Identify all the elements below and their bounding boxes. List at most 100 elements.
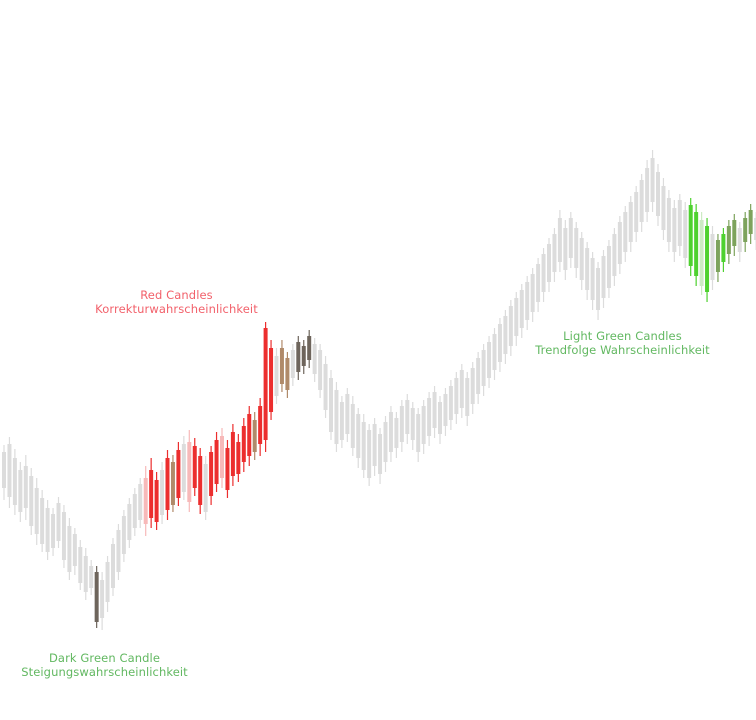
candle-body: [645, 168, 650, 212]
candle-body: [388, 412, 393, 452]
candle-body: [18, 470, 23, 512]
candle-body: [508, 306, 513, 346]
candle-body: [34, 488, 39, 534]
candle-body: [443, 394, 448, 426]
candle-body: [361, 422, 366, 470]
candle-body: [214, 440, 219, 484]
candle-body: [121, 516, 126, 554]
candle-body: [683, 210, 688, 258]
candle-body: [503, 316, 508, 354]
candle-body: [530, 274, 535, 312]
candle-body: [432, 392, 437, 428]
candle-body: [497, 324, 502, 362]
candle-body: [12, 458, 17, 505]
candle-body: [579, 238, 584, 280]
candle-body: [181, 444, 186, 492]
candle-body: [116, 530, 121, 572]
candle-body: [241, 426, 246, 462]
candle-body: [89, 566, 94, 588]
candle-body: [100, 580, 105, 618]
candle-body: [247, 414, 252, 456]
annotation-red-candles: Red Candles Korrekturwahrscheinlichkeit: [64, 288, 289, 316]
candle-body: [688, 205, 693, 266]
candle-body: [192, 446, 197, 488]
candle-body: [399, 406, 404, 442]
candle-body: [378, 434, 383, 474]
candle-body: [290, 350, 295, 378]
candle-body: [2, 452, 6, 488]
candle-body: [470, 368, 475, 404]
candle-body: [487, 342, 492, 378]
candle-body: [307, 336, 312, 360]
candle-body: [72, 534, 77, 566]
candle-body: [51, 514, 56, 548]
candle-body: [263, 328, 268, 440]
candle-body: [154, 480, 159, 522]
candle-body: [132, 494, 137, 528]
candle-body: [7, 444, 12, 497]
candle-body: [710, 234, 715, 280]
candle-body: [367, 430, 372, 478]
annotation-dark-green-line1: Dark Green Candle: [48, 651, 161, 665]
candle-body: [721, 234, 726, 262]
candle-body: [737, 228, 742, 252]
candle-body: [590, 258, 595, 300]
candle-body: [345, 394, 350, 434]
annotation-light-green-line2: Trendfolge Wahrscheinlichkeit: [535, 343, 710, 357]
candle-body: [209, 452, 214, 496]
candle-body: [438, 402, 442, 434]
annotation-light-green-line1: Light Green Candles: [563, 329, 682, 343]
candle-body: [732, 220, 737, 246]
candle-body: [476, 358, 481, 394]
annotation-dark-green-line2: Steigungswahrscheinlichkeit: [21, 665, 188, 679]
candle-body: [612, 234, 617, 276]
candle-body: [416, 414, 421, 452]
candle-body: [394, 418, 399, 448]
candle-body: [350, 404, 355, 448]
candle-body: [230, 432, 235, 476]
candle-body: [405, 400, 410, 434]
candle-body: [176, 450, 181, 498]
candle-body: [383, 422, 388, 462]
candle-body: [334, 390, 339, 444]
candle-body: [677, 200, 682, 246]
annotation-dark-green-candle: Dark Green Candle Steigungswahrscheinlic…: [0, 651, 217, 679]
candle-body: [329, 378, 333, 432]
candle-body: [225, 448, 230, 490]
candle-body: [634, 192, 639, 232]
candle-body: [236, 442, 241, 474]
candle-body: [274, 356, 279, 396]
candle-body: [410, 408, 415, 440]
candle-body: [705, 226, 710, 292]
candle-body: [481, 350, 486, 386]
candle-body: [323, 364, 328, 410]
candle-body: [557, 218, 562, 262]
candle-body: [220, 436, 224, 478]
candle-body: [563, 228, 568, 270]
candle-body: [536, 264, 541, 302]
candle-body: [269, 348, 274, 412]
candle-body: [596, 268, 601, 310]
candle-body: [78, 547, 83, 583]
candle-body: [29, 476, 34, 526]
candle-body: [258, 406, 263, 444]
candle-body: [165, 458, 170, 510]
candle-body: [203, 464, 208, 512]
candle-body: [574, 228, 579, 268]
annotation-red-line2: Korrekturwahrscheinlichkeit: [95, 302, 258, 316]
candle-body: [252, 420, 257, 452]
candle-body: [547, 244, 551, 282]
candle-body: [427, 398, 432, 436]
candle-body: [639, 180, 644, 222]
candle-body: [552, 234, 557, 272]
candle-body: [67, 526, 72, 572]
candle-body: [105, 562, 110, 602]
candle-body: [138, 484, 143, 520]
candle-body: [187, 442, 192, 502]
candle-body: [694, 212, 699, 276]
candle-body: [143, 478, 148, 524]
candle-body: [160, 470, 165, 515]
candle-body: [525, 282, 530, 320]
candle-body: [617, 222, 622, 264]
